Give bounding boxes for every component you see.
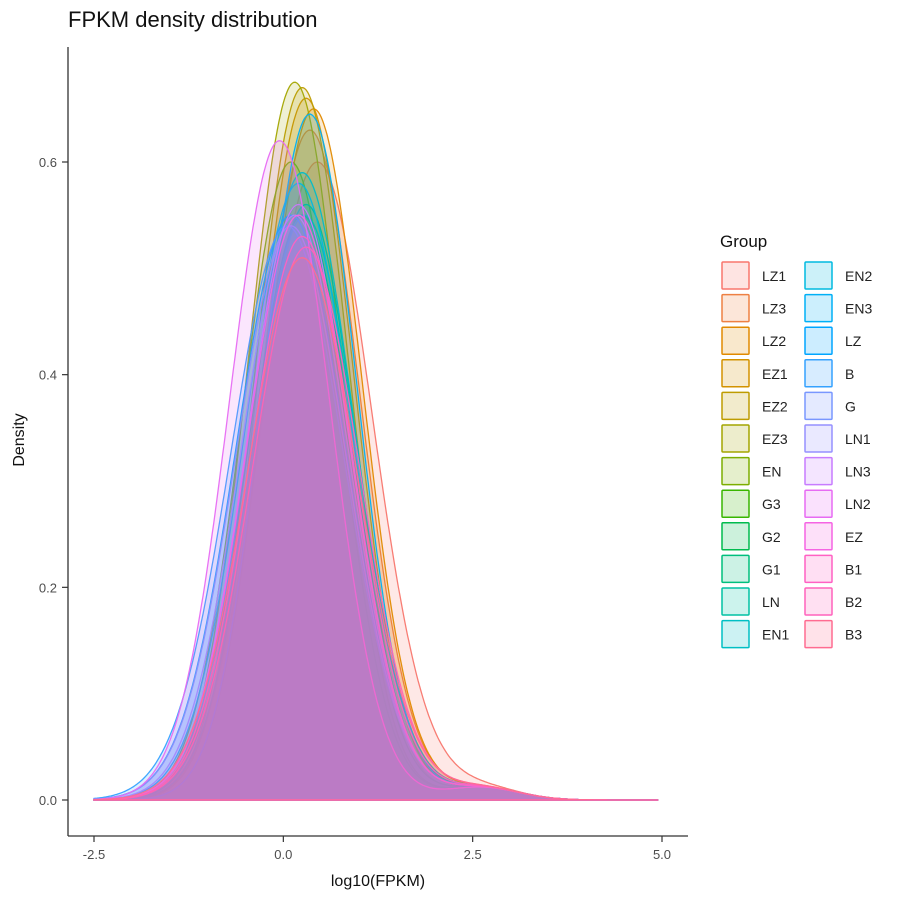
density-curve-b3 (93, 257, 659, 801)
legend-label: LN3 (845, 464, 871, 480)
legend-swatch (804, 554, 833, 584)
legend-item-ez: EZ (804, 522, 863, 551)
chart-title: FPKM density distribution (68, 7, 317, 32)
legend-label: EZ1 (762, 366, 788, 382)
legend-item-g2: G2 (721, 522, 781, 551)
x-axis-ticks: -2.5 0.0 2.5 5.0 (83, 836, 671, 862)
legend-label: LN2 (845, 496, 871, 512)
legend-label: B (845, 366, 854, 382)
y-tick-label: 0.6 (39, 155, 57, 170)
y-axis-label: Density (11, 413, 28, 466)
legend-swatch (721, 587, 750, 616)
y-tick-label: 0.4 (39, 368, 57, 383)
legend-item-ln1: LN1 (804, 424, 871, 453)
legend-label: LN1 (845, 431, 871, 447)
legend-label: LZ3 (762, 301, 786, 317)
legend-item-lz1: LZ1 (721, 261, 786, 290)
x-tick-label: -2.5 (83, 847, 105, 862)
legend-swatch (804, 326, 833, 355)
legend-label: G2 (762, 529, 781, 545)
legend-item-en3: EN3 (804, 293, 872, 323)
legend-label: B2 (845, 594, 862, 610)
legend-label: EN3 (845, 301, 872, 317)
legend-label: EZ2 (762, 398, 788, 414)
legend-item-ln2: LN2 (804, 489, 871, 518)
legend-item-lz3: LZ3 (721, 293, 786, 323)
legend-item-g: G (804, 391, 856, 421)
y-tick-label: 0.2 (39, 580, 57, 595)
legend-item-b2: B2 (804, 587, 862, 616)
legend-swatch (804, 359, 833, 388)
legend-swatch (804, 391, 833, 421)
legend-swatch (804, 424, 833, 453)
legend-label: EN (762, 464, 781, 480)
legend-swatch (804, 619, 833, 649)
y-tick-label: 0.0 (39, 793, 57, 808)
legend-item-g1: G1 (721, 554, 781, 584)
legend-swatch (721, 619, 750, 649)
legend-label: B1 (845, 561, 862, 577)
legend-item-b3: B3 (804, 619, 862, 649)
legend-swatch (721, 489, 750, 518)
legend-label: G (845, 398, 856, 414)
y-axis-ticks: 0.0 0.2 0.4 0.6 (39, 155, 68, 808)
legend-swatch (721, 522, 750, 551)
legend-item-b: B (804, 359, 854, 388)
legend-label: EN1 (762, 627, 789, 643)
legend-item-g3: G3 (721, 489, 781, 518)
legend-swatch (721, 424, 750, 453)
legend-swatch (721, 326, 750, 355)
legend-label: EZ3 (762, 431, 788, 447)
legend-item-en1: EN1 (721, 619, 789, 649)
legend-title: Group (720, 232, 767, 251)
legend-swatch (804, 522, 833, 551)
legend-item-ez3: EZ3 (721, 424, 788, 453)
legend-swatch (721, 391, 750, 421)
legend-label: B3 (845, 627, 862, 643)
legend-swatch (721, 293, 750, 323)
legend-label: LZ (845, 333, 862, 349)
x-tick-label: 2.5 (464, 847, 482, 862)
legend-label: G3 (762, 496, 781, 512)
density-curves (93, 81, 659, 801)
legend-label: EN2 (845, 268, 872, 284)
legend-item-ln3: LN3 (804, 456, 871, 486)
legend-swatch (804, 489, 833, 518)
legend-item-en2: EN2 (804, 261, 872, 290)
legend-item-b1: B1 (804, 554, 862, 584)
legend-swatch (804, 587, 833, 616)
legend-label: LN (762, 594, 780, 610)
x-axis-label: log10(FPKM) (331, 873, 425, 890)
legend: LZ1 LZ3 LZ2 EZ1 EZ2 EZ3 EN G3 G2 G1 LN EN1 EN2 EN3 LZ B… (721, 261, 872, 649)
legend-swatch (804, 293, 833, 323)
legend-swatch (804, 261, 833, 290)
legend-item-en: EN (721, 456, 781, 486)
legend-swatch (721, 554, 750, 584)
legend-item-lz: LZ (804, 326, 862, 355)
legend-label: LZ1 (762, 268, 786, 284)
legend-swatch (804, 456, 833, 486)
legend-item-ln: LN (721, 587, 780, 616)
x-tick-label: 0.0 (274, 847, 292, 862)
legend-label: G1 (762, 561, 781, 577)
legend-item-lz2: LZ2 (721, 326, 786, 355)
legend-item-ez2: EZ2 (721, 391, 788, 421)
x-tick-label: 5.0 (653, 847, 671, 862)
legend-swatch (721, 456, 750, 486)
legend-swatch (721, 359, 750, 388)
legend-label: EZ (845, 529, 863, 545)
legend-label: LZ2 (762, 333, 786, 349)
legend-item-ez1: EZ1 (721, 359, 788, 388)
legend-swatch (721, 261, 750, 290)
